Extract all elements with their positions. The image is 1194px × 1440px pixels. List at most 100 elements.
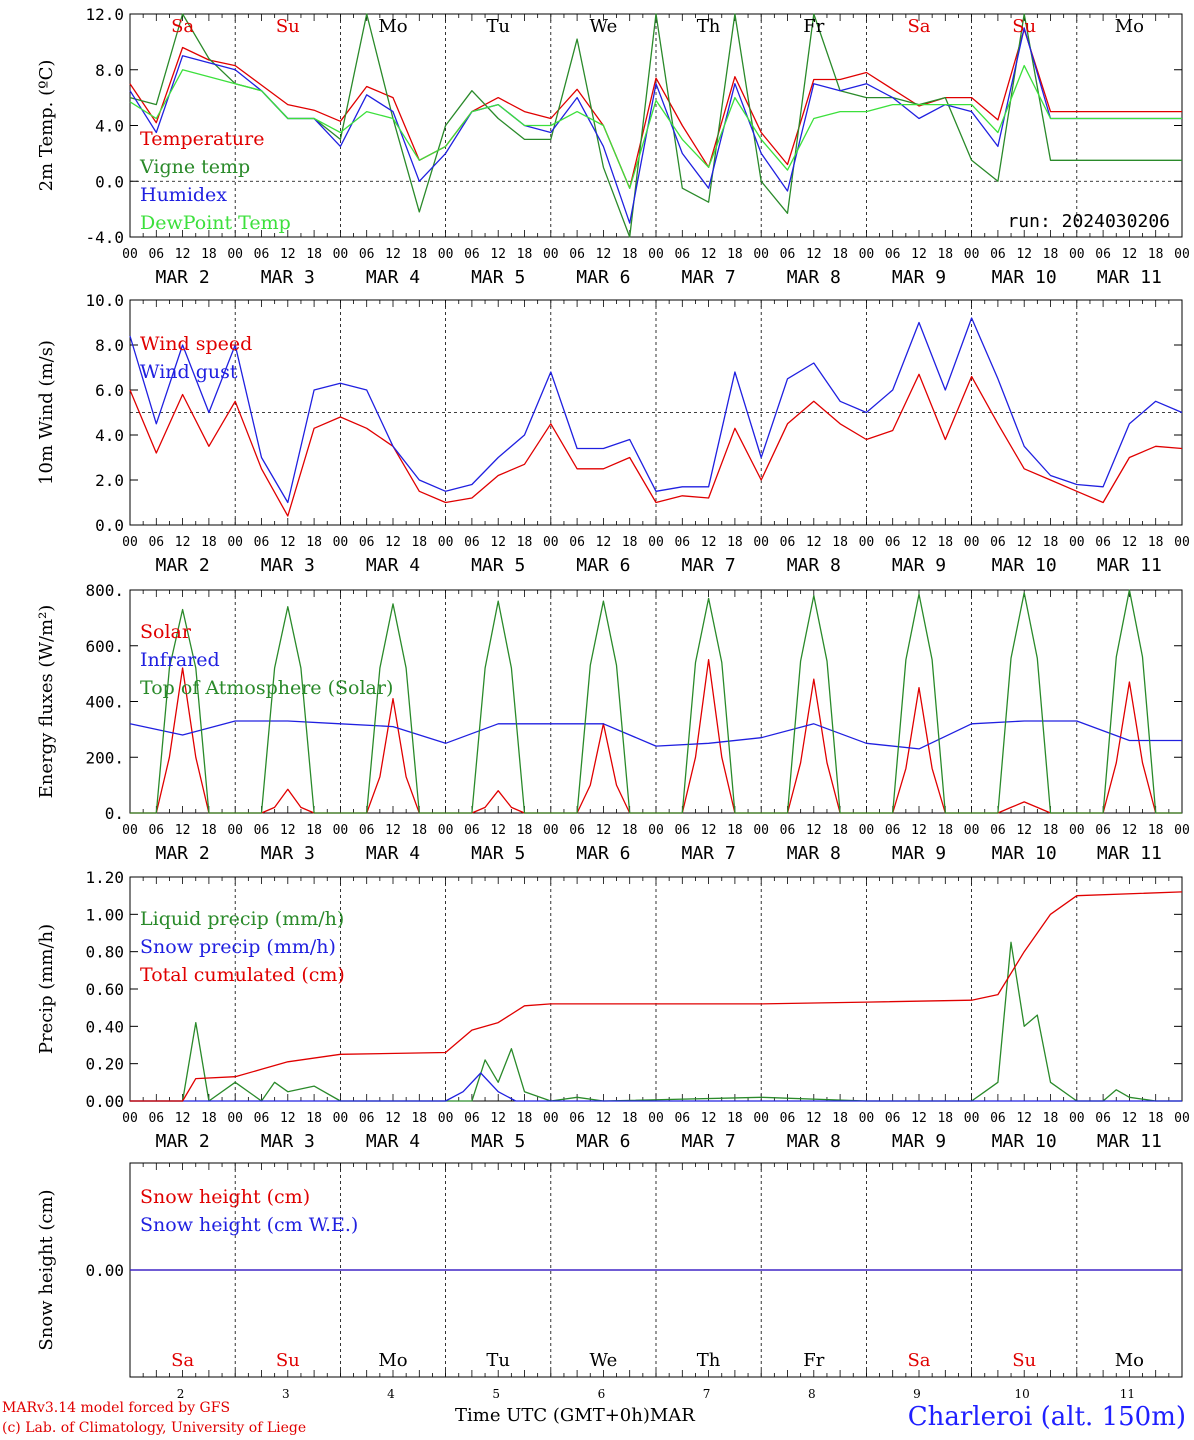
legend-entry: Snow height (cm) xyxy=(140,1186,310,1208)
date-label: MAR 6 xyxy=(576,267,630,288)
date-label: MAR 9 xyxy=(892,843,946,864)
hour-tick-label: 00 xyxy=(1174,535,1190,550)
hour-tick-label: 00 xyxy=(227,247,243,262)
hour-tick-label: 12 xyxy=(1016,535,1032,550)
y-tick-label: 0.20 xyxy=(85,1055,124,1074)
legend-entry: Snow precip (mm/h) xyxy=(140,936,336,958)
legend-entry: Solar xyxy=(140,621,192,643)
y-tick-label: 0.0 xyxy=(95,172,124,191)
hour-tick-label: 06 xyxy=(569,823,585,838)
date-label: MAR 8 xyxy=(787,555,841,576)
hour-tick-label: 06 xyxy=(990,535,1006,550)
date-label: MAR 11 xyxy=(1097,1131,1162,1152)
hour-tick-label: 12 xyxy=(911,823,927,838)
hour-tick-label: 06 xyxy=(254,1111,270,1126)
day-number: 5 xyxy=(492,1387,500,1401)
date-label: MAR 6 xyxy=(576,1131,630,1152)
hour-tick-label: 18 xyxy=(1148,823,1164,838)
hour-tick-label: 06 xyxy=(569,1111,585,1126)
date-label: MAR 4 xyxy=(366,1131,420,1152)
hour-tick-label: 06 xyxy=(674,1111,690,1126)
hour-tick-label: 12 xyxy=(911,535,927,550)
hour-tick-label: 12 xyxy=(596,1111,612,1126)
series-line xyxy=(129,373,1183,517)
day-number: 3 xyxy=(282,1387,290,1401)
y-tick-label: 8.0 xyxy=(95,61,124,80)
series-line xyxy=(130,589,1182,814)
weekday-label-bottom: Sa xyxy=(171,1350,194,1371)
hour-tick-label: 12 xyxy=(175,1111,191,1126)
hour-tick-label: 18 xyxy=(622,823,638,838)
hour-tick-label: 12 xyxy=(911,1111,927,1126)
hour-tick-label: 12 xyxy=(806,823,822,838)
hour-tick-label: 00 xyxy=(227,823,243,838)
date-label: MAR 5 xyxy=(471,267,525,288)
weekday-label-top: Su xyxy=(1012,16,1036,37)
hour-tick-label: 00 xyxy=(543,823,559,838)
hour-tick-label: 00 xyxy=(753,247,769,262)
y-axis-label: Snow height (cm) xyxy=(36,1189,57,1350)
hour-tick-label: 06 xyxy=(990,823,1006,838)
date-label: MAR 11 xyxy=(1097,843,1162,864)
y-tick-label: 6.0 xyxy=(95,381,124,400)
hour-tick-label: 18 xyxy=(517,535,533,550)
hour-tick-label: 06 xyxy=(148,535,164,550)
hour-tick-label: 12 xyxy=(806,247,822,262)
hour-tick-label: 12 xyxy=(1016,1111,1032,1126)
hour-tick-label: 00 xyxy=(964,247,980,262)
hour-tick-label: 06 xyxy=(1095,823,1111,838)
legend-entry: Liquid precip (mm/h) xyxy=(140,908,344,930)
hour-tick-label: 00 xyxy=(1174,247,1190,262)
hour-tick-label: 06 xyxy=(254,823,270,838)
y-axis-label: 10m Wind (m/s) xyxy=(36,340,57,485)
legend-entry: Wind speed xyxy=(140,333,252,355)
hour-tick-label: 12 xyxy=(596,823,612,838)
y-axis-label: 2m Temp. (ºC) xyxy=(36,60,57,192)
day-number: 8 xyxy=(808,1387,816,1401)
hour-tick-label: 00 xyxy=(1174,1111,1190,1126)
hour-tick-label: 18 xyxy=(1148,1111,1164,1126)
hour-tick-label: 18 xyxy=(937,247,953,262)
hour-tick-label: 12 xyxy=(806,1111,822,1126)
hour-tick-label: 18 xyxy=(727,535,743,550)
hour-tick-label: 12 xyxy=(806,535,822,550)
y-tick-label: 10.0 xyxy=(85,291,124,310)
hour-tick-label: 12 xyxy=(280,247,296,262)
y-axis-label: Precip (mm/h) xyxy=(36,924,57,1054)
hour-tick-label: 00 xyxy=(1069,1111,1085,1126)
hour-tick-label: 00 xyxy=(333,535,349,550)
hour-tick-label: 12 xyxy=(1122,535,1138,550)
date-label: MAR 9 xyxy=(892,267,946,288)
date-label: MAR 9 xyxy=(892,1131,946,1152)
legend-entry: Snow height (cm W.E.) xyxy=(140,1214,358,1236)
date-label: MAR 4 xyxy=(366,555,420,576)
series-line xyxy=(129,64,1182,189)
y-tick-label: 1.20 xyxy=(85,868,124,887)
hour-tick-label: 12 xyxy=(596,535,612,550)
legend-entry: Infrared xyxy=(140,649,220,671)
hour-tick-label: 12 xyxy=(1122,247,1138,262)
panel-4: 0.00 0.20 0.40 0.60 0.80 1.00 1.20 Precip (mm/h… xyxy=(36,868,1190,1152)
hour-tick-label: 18 xyxy=(411,535,427,550)
weekday-label-top: We xyxy=(590,16,618,37)
hour-tick-label: 00 xyxy=(438,247,454,262)
hour-tick-label: 00 xyxy=(648,823,664,838)
hour-tick-label: 00 xyxy=(753,1111,769,1126)
y-tick-label: 400. xyxy=(85,693,124,712)
date-label: MAR 2 xyxy=(156,843,210,864)
hour-tick-label: 06 xyxy=(464,823,480,838)
hour-tick-label: 18 xyxy=(832,1111,848,1126)
weekday-label-bottom: Su xyxy=(1012,1350,1036,1371)
hour-tick-label: 12 xyxy=(280,1111,296,1126)
hour-tick-label: 12 xyxy=(1016,823,1032,838)
hour-tick-label: 00 xyxy=(964,535,980,550)
hour-tick-label: 00 xyxy=(333,1111,349,1126)
hour-tick-label: 18 xyxy=(306,247,322,262)
weekday-label-top: Mo xyxy=(378,16,407,37)
hour-tick-label: 00 xyxy=(122,823,138,838)
hour-tick-label: 12 xyxy=(280,535,296,550)
date-label: MAR 10 xyxy=(992,267,1057,288)
panel-1: -4.0 0.0 4.0 8.0 12.0 2m Temp. (ºC) Temperatur… xyxy=(36,5,1190,288)
hour-tick-label: 12 xyxy=(1122,1111,1138,1126)
date-label: MAR 3 xyxy=(261,267,315,288)
